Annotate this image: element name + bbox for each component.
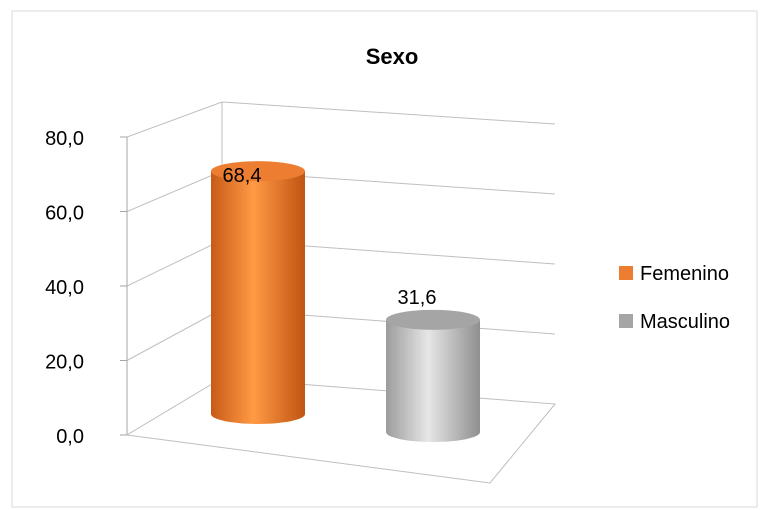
data-label: 68,4 xyxy=(223,165,262,187)
data-label: 31,6 xyxy=(398,287,437,309)
bar-femenino xyxy=(211,161,305,424)
data-labels: 68,4 31,6 xyxy=(223,165,437,309)
legend-label: Masculino xyxy=(640,311,730,333)
y-axis-ticks: 0,0 20,0 40,0 60,0 80,0 xyxy=(45,128,127,448)
y-tick-label: 40,0 xyxy=(45,277,84,299)
legend: Femenino Masculino xyxy=(619,263,730,333)
y-tick-label: 0,0 xyxy=(56,426,84,448)
legend-label: Femenino xyxy=(640,263,729,285)
y-tick-label: 60,0 xyxy=(45,203,84,225)
chart-border xyxy=(11,10,758,508)
bar-top xyxy=(211,161,305,182)
bar-masculino xyxy=(386,309,480,442)
y-tick-label: 20,0 xyxy=(45,352,84,374)
bar-body xyxy=(386,319,480,442)
chart-title: Sexo xyxy=(366,44,419,69)
legend-swatch xyxy=(619,266,633,280)
legend-swatch xyxy=(619,314,633,328)
bar-body xyxy=(211,171,305,424)
bar-top xyxy=(386,309,480,330)
chart-floor xyxy=(125,377,556,484)
y-tick-label: 80,0 xyxy=(45,128,84,150)
bars xyxy=(211,161,480,442)
